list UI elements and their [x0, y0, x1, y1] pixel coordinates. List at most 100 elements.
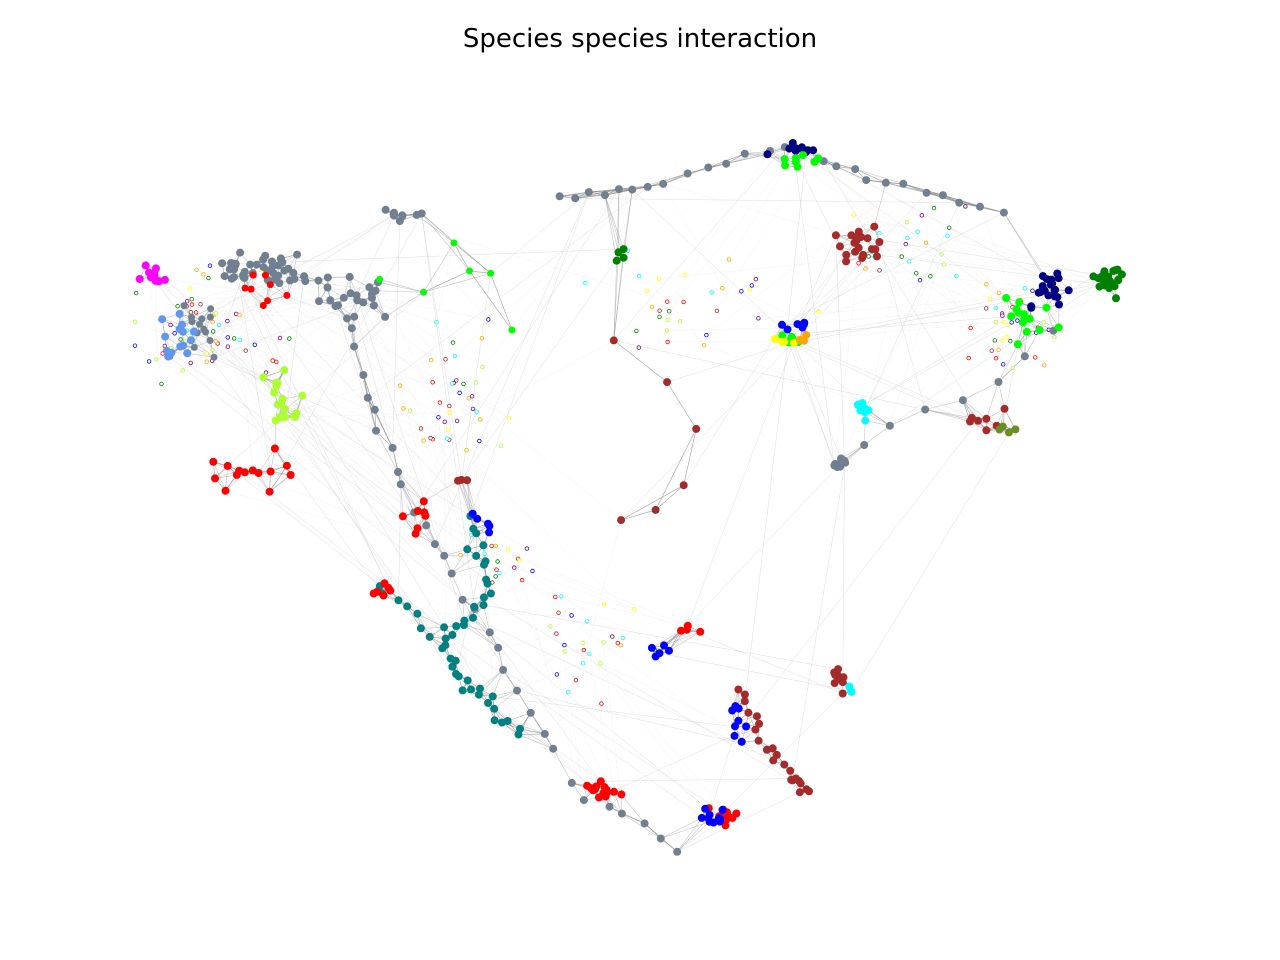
species-node-minor — [615, 640, 620, 646]
species-node — [440, 623, 449, 632]
species-node — [526, 708, 535, 717]
species-node-minor — [480, 364, 485, 370]
interaction-edge — [744, 341, 789, 702]
species-node — [1007, 312, 1016, 321]
interaction-edge — [472, 617, 721, 820]
species-node-minor — [454, 418, 460, 424]
interaction-edge — [791, 339, 835, 466]
species-node-minor — [620, 635, 625, 641]
species-node — [1000, 404, 1009, 413]
interaction-edge — [687, 466, 838, 626]
species-node — [659, 179, 668, 188]
species-node-minor — [447, 403, 452, 409]
interaction-edge — [455, 633, 557, 661]
species-node — [742, 722, 751, 731]
interaction-edge — [663, 631, 701, 646]
species-node-minor — [665, 339, 670, 345]
species-node-minor — [449, 381, 455, 386]
species-node — [858, 254, 867, 262]
interaction-edge — [621, 813, 661, 839]
species-node — [371, 286, 380, 295]
species-node — [643, 182, 652, 191]
interaction-edge — [787, 341, 836, 465]
species-node — [265, 487, 274, 496]
species-node-minor — [506, 416, 512, 421]
interaction-edge — [840, 444, 865, 459]
species-node-minor — [430, 380, 435, 385]
chart-title: Species species interaction — [462, 24, 818, 54]
interaction-edge — [478, 694, 756, 730]
species-node-minor — [175, 304, 180, 309]
species-node — [1055, 300, 1063, 309]
species-node — [396, 480, 405, 489]
species-node — [211, 474, 219, 483]
species-node — [339, 293, 348, 302]
species-node-minor — [1010, 365, 1016, 370]
species-node — [796, 335, 804, 344]
species-node-minor — [856, 261, 861, 266]
species-node — [221, 486, 230, 495]
interaction-edge — [295, 412, 450, 418]
species-node — [751, 725, 760, 734]
species-node — [1011, 425, 1020, 434]
interaction-edge — [351, 328, 364, 376]
species-node-minor — [919, 213, 924, 218]
interaction-edge — [986, 381, 999, 419]
species-node — [246, 260, 255, 269]
species-node — [345, 272, 354, 281]
species-node — [286, 276, 294, 285]
species-node — [239, 271, 247, 280]
species-node — [252, 260, 261, 269]
species-node — [783, 325, 792, 334]
interaction-edge — [281, 417, 451, 659]
species-node — [254, 469, 263, 477]
species-node-minor — [207, 263, 213, 268]
species-node-minor — [401, 406, 406, 411]
species-node-minor — [756, 316, 761, 321]
interaction-edge — [225, 490, 461, 556]
species-node-minor — [1001, 319, 1006, 325]
interaction-edge — [588, 188, 619, 193]
species-node-minor — [634, 328, 639, 334]
species-node-minor — [657, 314, 662, 319]
species-node — [514, 730, 523, 739]
species-node-minor — [877, 230, 882, 236]
interaction-edge — [552, 748, 573, 784]
species-node — [485, 528, 494, 537]
species-node — [584, 188, 593, 197]
interaction-edge — [269, 213, 422, 492]
species-node — [430, 540, 439, 549]
interaction-edge — [397, 471, 419, 512]
species-node-minor — [421, 438, 426, 443]
interaction-edge — [613, 260, 617, 341]
interaction-edge — [575, 198, 960, 203]
species-node — [549, 744, 558, 753]
interaction-edge — [519, 728, 554, 749]
species-node-minor — [1000, 313, 1005, 318]
species-node-minor — [681, 299, 686, 305]
species-node — [1002, 294, 1011, 302]
interaction-edge — [502, 669, 728, 816]
interaction-edge — [998, 344, 1019, 383]
species-node-minor — [524, 546, 530, 551]
interaction-edge — [155, 280, 215, 315]
species-node-minor — [1000, 338, 1005, 343]
species-node-minor — [198, 302, 203, 307]
species-node — [411, 529, 420, 538]
species-node — [601, 792, 610, 801]
species-node-minor — [445, 427, 451, 432]
species-node-minor — [428, 435, 433, 441]
species-node — [786, 766, 795, 775]
species-node — [640, 819, 649, 828]
species-node-minor — [573, 678, 579, 683]
interaction-edge — [444, 421, 446, 646]
species-node — [722, 159, 731, 168]
interaction-edge — [155, 280, 157, 360]
species-node-minor — [1022, 286, 1028, 291]
species-node — [881, 178, 890, 187]
species-node — [679, 481, 688, 490]
interaction-edge — [417, 613, 710, 823]
species-node-minor — [188, 360, 193, 366]
interaction-edge — [613, 340, 997, 426]
interaction-edge — [604, 186, 648, 196]
